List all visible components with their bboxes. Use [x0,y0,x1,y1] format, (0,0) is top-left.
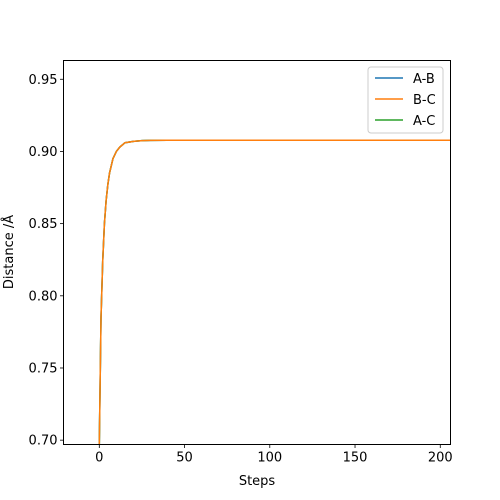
legend-label-a-c: A-C [413,114,435,129]
plot-lines [98,139,451,445]
y-axis-ticks: 0.70 0.75 0.80 0.85 0.90 0.95 [29,73,64,449]
x-axis-ticks: 0 50 100 150 200 [95,444,453,466]
legend: A-B B-C A-C [367,66,444,134]
y-tick-label: 0.90 [29,145,58,160]
x-tick-label: 150 [343,451,368,466]
y-axis-label: Distance /Å [1,215,17,289]
y-tick-label: 0.80 [29,289,58,304]
y-tick-label: 0.70 [29,434,58,449]
x-tick-label: 0 [95,451,103,466]
x-tick-label: 100 [257,451,282,466]
plot-frame [63,60,451,445]
y-tick-label: 0.85 [29,217,58,232]
x-axis-label: Steps [239,474,276,489]
legend-box [367,66,444,134]
y-tick-label: 0.95 [29,73,58,88]
series-line-b-c [98,139,451,445]
y-tick-label: 0.75 [29,361,58,376]
x-tick-label: 200 [428,451,453,466]
legend-label-b-c: B-C [413,93,436,108]
legend-label-a-b: A-B [413,72,435,87]
x-tick-label: 50 [176,451,193,466]
